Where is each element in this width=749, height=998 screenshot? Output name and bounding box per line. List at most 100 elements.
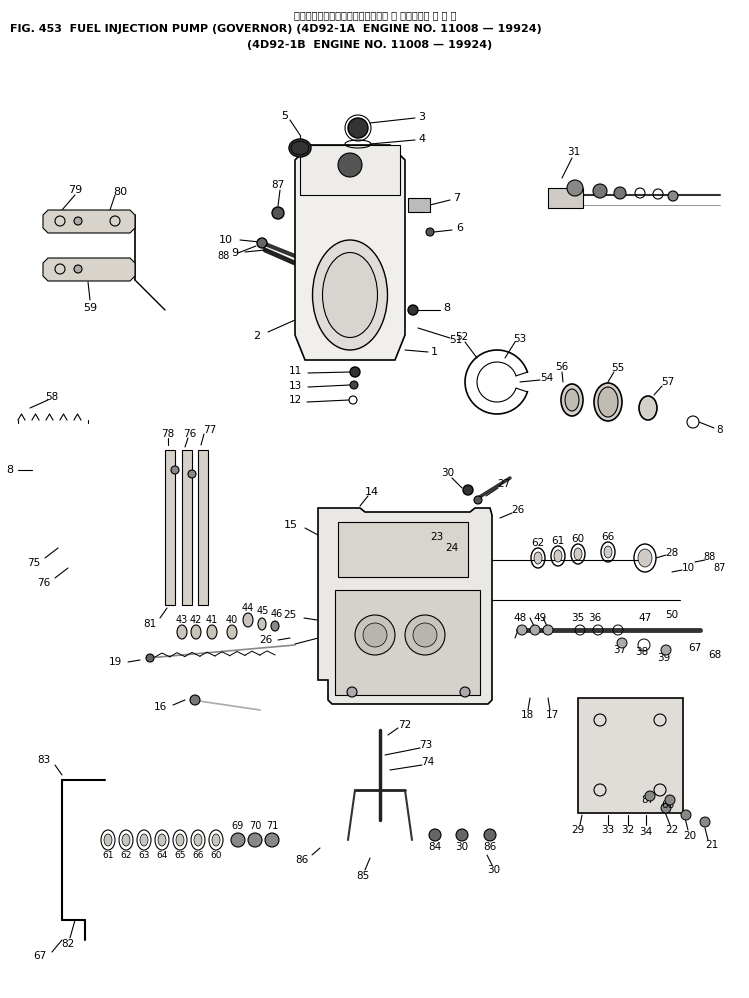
Text: 82: 82: [61, 939, 75, 949]
Ellipse shape: [323, 252, 377, 337]
Circle shape: [248, 833, 262, 847]
Text: 9: 9: [231, 248, 238, 258]
Text: 31: 31: [568, 147, 580, 157]
Text: 20: 20: [683, 831, 697, 841]
Ellipse shape: [194, 834, 202, 846]
Text: 88: 88: [704, 552, 716, 562]
Text: 54: 54: [540, 373, 554, 383]
Polygon shape: [295, 145, 405, 360]
Ellipse shape: [639, 396, 657, 420]
Text: 62: 62: [121, 850, 132, 859]
Text: 12: 12: [289, 395, 302, 405]
Text: 56: 56: [555, 362, 568, 372]
Circle shape: [665, 795, 675, 805]
Ellipse shape: [598, 387, 618, 417]
Ellipse shape: [604, 546, 612, 558]
Circle shape: [484, 829, 496, 841]
Text: 13: 13: [289, 381, 302, 391]
Text: 76: 76: [37, 578, 50, 588]
Bar: [182, 450, 192, 605]
Text: 74: 74: [422, 757, 434, 767]
Text: 64: 64: [157, 850, 168, 859]
Ellipse shape: [561, 384, 583, 416]
Circle shape: [617, 638, 627, 648]
Ellipse shape: [176, 834, 184, 846]
Circle shape: [74, 265, 82, 273]
Circle shape: [74, 217, 82, 225]
Circle shape: [681, 810, 691, 820]
Text: 48: 48: [513, 613, 527, 623]
Polygon shape: [43, 210, 135, 233]
Text: 51: 51: [449, 335, 463, 345]
Text: 73: 73: [419, 740, 433, 750]
Text: 19: 19: [109, 657, 122, 667]
Bar: [578, 698, 683, 813]
Text: 34: 34: [640, 827, 652, 837]
Text: 26: 26: [258, 635, 272, 645]
Ellipse shape: [594, 383, 622, 421]
Text: 41: 41: [206, 615, 218, 625]
Text: 29: 29: [571, 825, 585, 835]
Text: 10: 10: [682, 563, 694, 573]
Text: 87: 87: [271, 180, 285, 190]
Text: 71: 71: [266, 821, 278, 831]
Circle shape: [668, 191, 678, 201]
Text: 76: 76: [184, 429, 197, 439]
Text: 50: 50: [665, 610, 679, 620]
Text: 81: 81: [144, 619, 157, 629]
Text: 24: 24: [446, 543, 458, 553]
Text: 14: 14: [365, 487, 379, 497]
Bar: [165, 450, 175, 605]
Text: 79: 79: [68, 185, 82, 195]
Text: 8: 8: [443, 303, 451, 313]
Circle shape: [700, 817, 710, 827]
Text: 84: 84: [428, 842, 442, 852]
Ellipse shape: [104, 834, 112, 846]
Circle shape: [661, 803, 671, 813]
Ellipse shape: [271, 621, 279, 631]
Bar: [335, 590, 480, 695]
Text: 60: 60: [210, 850, 222, 859]
Text: 45: 45: [257, 606, 269, 616]
Text: 44: 44: [242, 603, 254, 613]
Text: 49: 49: [533, 613, 547, 623]
Circle shape: [257, 238, 267, 248]
Text: 35: 35: [571, 613, 585, 623]
Text: 22: 22: [665, 825, 679, 835]
Ellipse shape: [291, 141, 309, 155]
Circle shape: [517, 625, 527, 635]
Text: 11: 11: [289, 366, 302, 376]
Ellipse shape: [122, 834, 130, 846]
Text: 55: 55: [611, 363, 625, 373]
Text: 18: 18: [521, 710, 533, 720]
Text: 87: 87: [714, 563, 727, 573]
Bar: [198, 450, 208, 605]
Circle shape: [231, 833, 245, 847]
Text: 37: 37: [613, 645, 627, 655]
Text: 83: 83: [37, 755, 50, 765]
Circle shape: [355, 615, 395, 655]
Ellipse shape: [177, 625, 187, 639]
Ellipse shape: [312, 240, 387, 350]
Ellipse shape: [158, 834, 166, 846]
Text: 78: 78: [161, 429, 175, 439]
Circle shape: [530, 625, 540, 635]
Text: 65: 65: [175, 850, 186, 859]
Text: 60: 60: [571, 534, 584, 544]
Circle shape: [405, 615, 445, 655]
Text: 70: 70: [249, 821, 261, 831]
Text: 15: 15: [284, 520, 298, 530]
Text: 53: 53: [513, 334, 527, 344]
Circle shape: [347, 687, 357, 697]
Text: 6: 6: [456, 223, 464, 233]
Text: 16: 16: [154, 702, 167, 712]
Circle shape: [350, 381, 358, 389]
Text: 1: 1: [431, 347, 437, 357]
Circle shape: [567, 180, 583, 196]
Text: 88: 88: [218, 251, 230, 261]
Circle shape: [146, 654, 154, 662]
Text: 8: 8: [6, 465, 13, 475]
Text: 67: 67: [34, 951, 47, 961]
Text: 38: 38: [635, 647, 649, 657]
Text: 77: 77: [204, 425, 216, 435]
